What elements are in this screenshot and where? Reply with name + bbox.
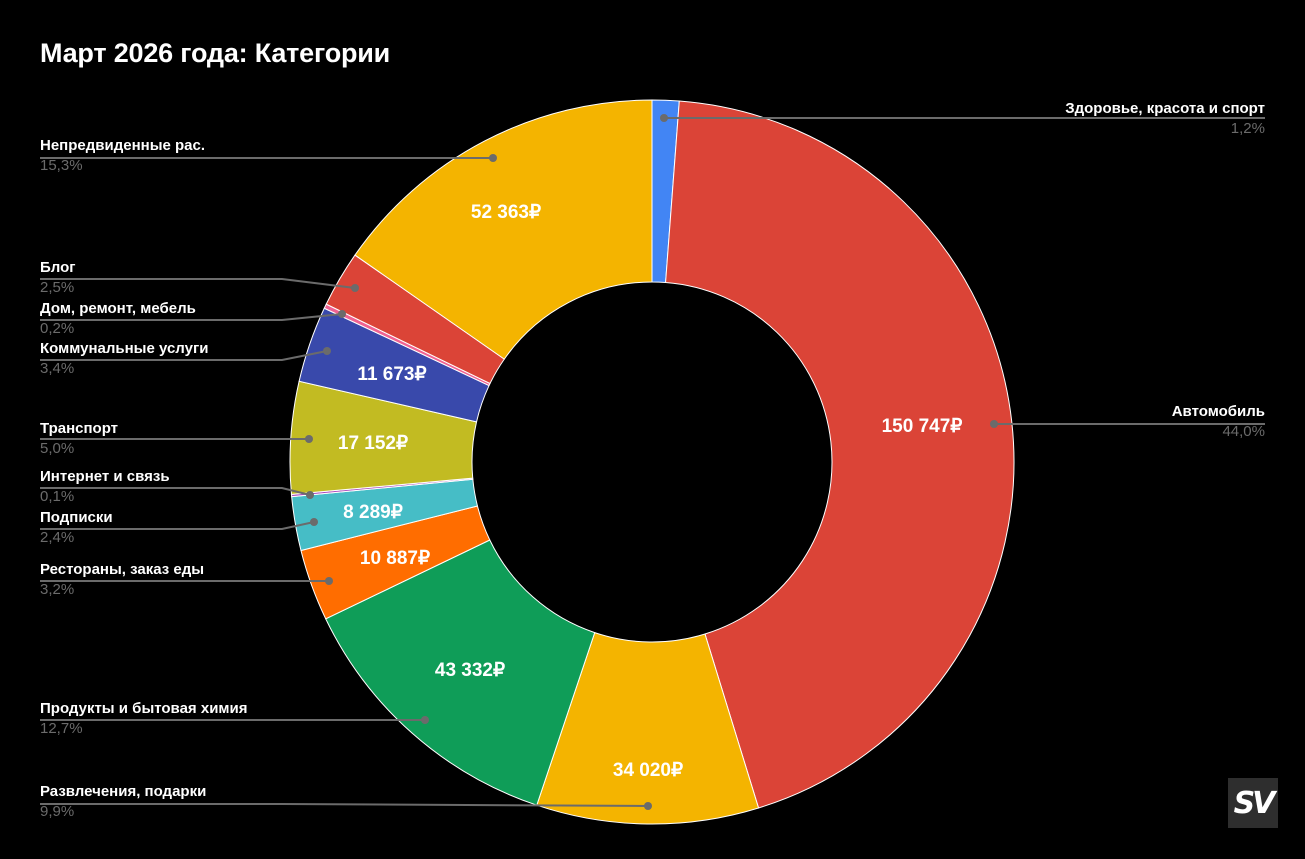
legend-label-name: Коммунальные услуги [40,340,209,357]
legend-label: Коммунальные услуги 3,4% [40,340,208,377]
legend-label: Автомобиль 44,0% [1172,403,1265,440]
legend-label: Дом, ремонт, мебель 0,2% [40,300,196,337]
slice-1[interactable] [665,100,1015,809]
leader-line [40,313,343,321]
slice-value-label: 8 289₽ [343,502,403,523]
legend-label-name: Транспорт [40,420,119,437]
leader-line [40,487,311,496]
slice-value-label: 17 152₽ [338,433,408,454]
leader-dot [660,114,668,122]
leader-line [40,803,649,807]
leader-dot [306,491,314,499]
legend-label-percent: 44,0% [1222,423,1265,440]
legend-label-name: Интернет и связь [40,468,170,485]
slice-3[interactable] [325,539,596,806]
leader-dot [489,154,497,162]
legend-label-name: Дом, ремонт, мебель [40,300,196,317]
slice-11[interactable] [354,99,653,360]
slice-value-label: 10 887₽ [360,548,430,569]
leader-dot [325,577,333,585]
legend-label: Подписки 2,4% [40,509,113,546]
chart-title: Март 2026 года: Категории [40,38,391,68]
leader-dot [421,716,429,724]
legend-label-name: Здоровье, красота и спорт [1065,100,1265,117]
slice-value-label: 11 673₽ [357,364,426,385]
leader-dot [305,435,313,443]
legend-label-name: Непредвиденные рас. [40,137,206,154]
legend-label: Непредвиденные рас. 15,3% [40,137,205,174]
legend-label: Транспорт 5,0% [40,420,118,457]
legend-label-percent: 2,5% [40,279,75,296]
legend-label-percent: 3,4% [40,360,75,377]
legend-label-percent: 9,9% [40,803,75,820]
legend-label: Интернет и связь 0,1% [40,468,170,505]
legend-label: Продукты и бытовая химия 12,7% [40,700,247,737]
legend-label-name: Развлечения, подарки [40,783,207,800]
legend-label: Блог 2,5% [40,259,76,296]
legend-label-name: Блог [40,259,76,276]
slice-value-label: 43 332₽ [435,660,505,681]
legend-label-percent: 15,3% [40,157,83,174]
slice-values: 150 747₽ 34 020₽ 43 332₽ 10 887₽ 8 289₽ 17 15… [338,202,962,781]
leader-line [40,521,315,530]
leader-dot [310,518,318,526]
legend-label-name: Подписки [40,509,113,526]
leader-lines [40,114,1265,810]
legend-label: Развлечения, подарки 9,9% [40,783,206,820]
slice-value-label: 150 747₽ [882,416,963,437]
legend-label: Здоровье, красота и спорт 1,2% [1065,100,1265,137]
leader-line [40,350,328,361]
legend-label: Рестораны, заказ еды 3,2% [40,561,204,598]
leader-line [40,278,356,289]
legend-label-name: Продукты и бытовая химия [40,700,248,717]
legend-label-name: Автомобиль [1171,403,1265,420]
legend-label-percent: 2,4% [40,529,75,546]
legend-label-percent: 1,2% [1230,120,1265,137]
legend-label-name: Рестораны, заказ еды [40,561,205,578]
leader-dot [351,284,359,292]
sv-logo: SV [1228,778,1278,828]
leader-dot [338,310,346,318]
donut-slices [289,99,1015,825]
legend-label-percent: 0,1% [40,488,75,505]
legend-label-percent: 5,0% [40,440,75,457]
legend-label-percent: 0,2% [40,320,75,337]
slice-value-label: 52 363₽ [471,202,541,223]
leader-dot [644,802,652,810]
leader-dot [323,347,331,355]
legend-label-percent: 12,7% [40,720,83,737]
slice-value-label: 34 020₽ [613,760,683,781]
leader-dot [990,420,998,428]
legend-label-percent: 3,2% [40,581,75,598]
